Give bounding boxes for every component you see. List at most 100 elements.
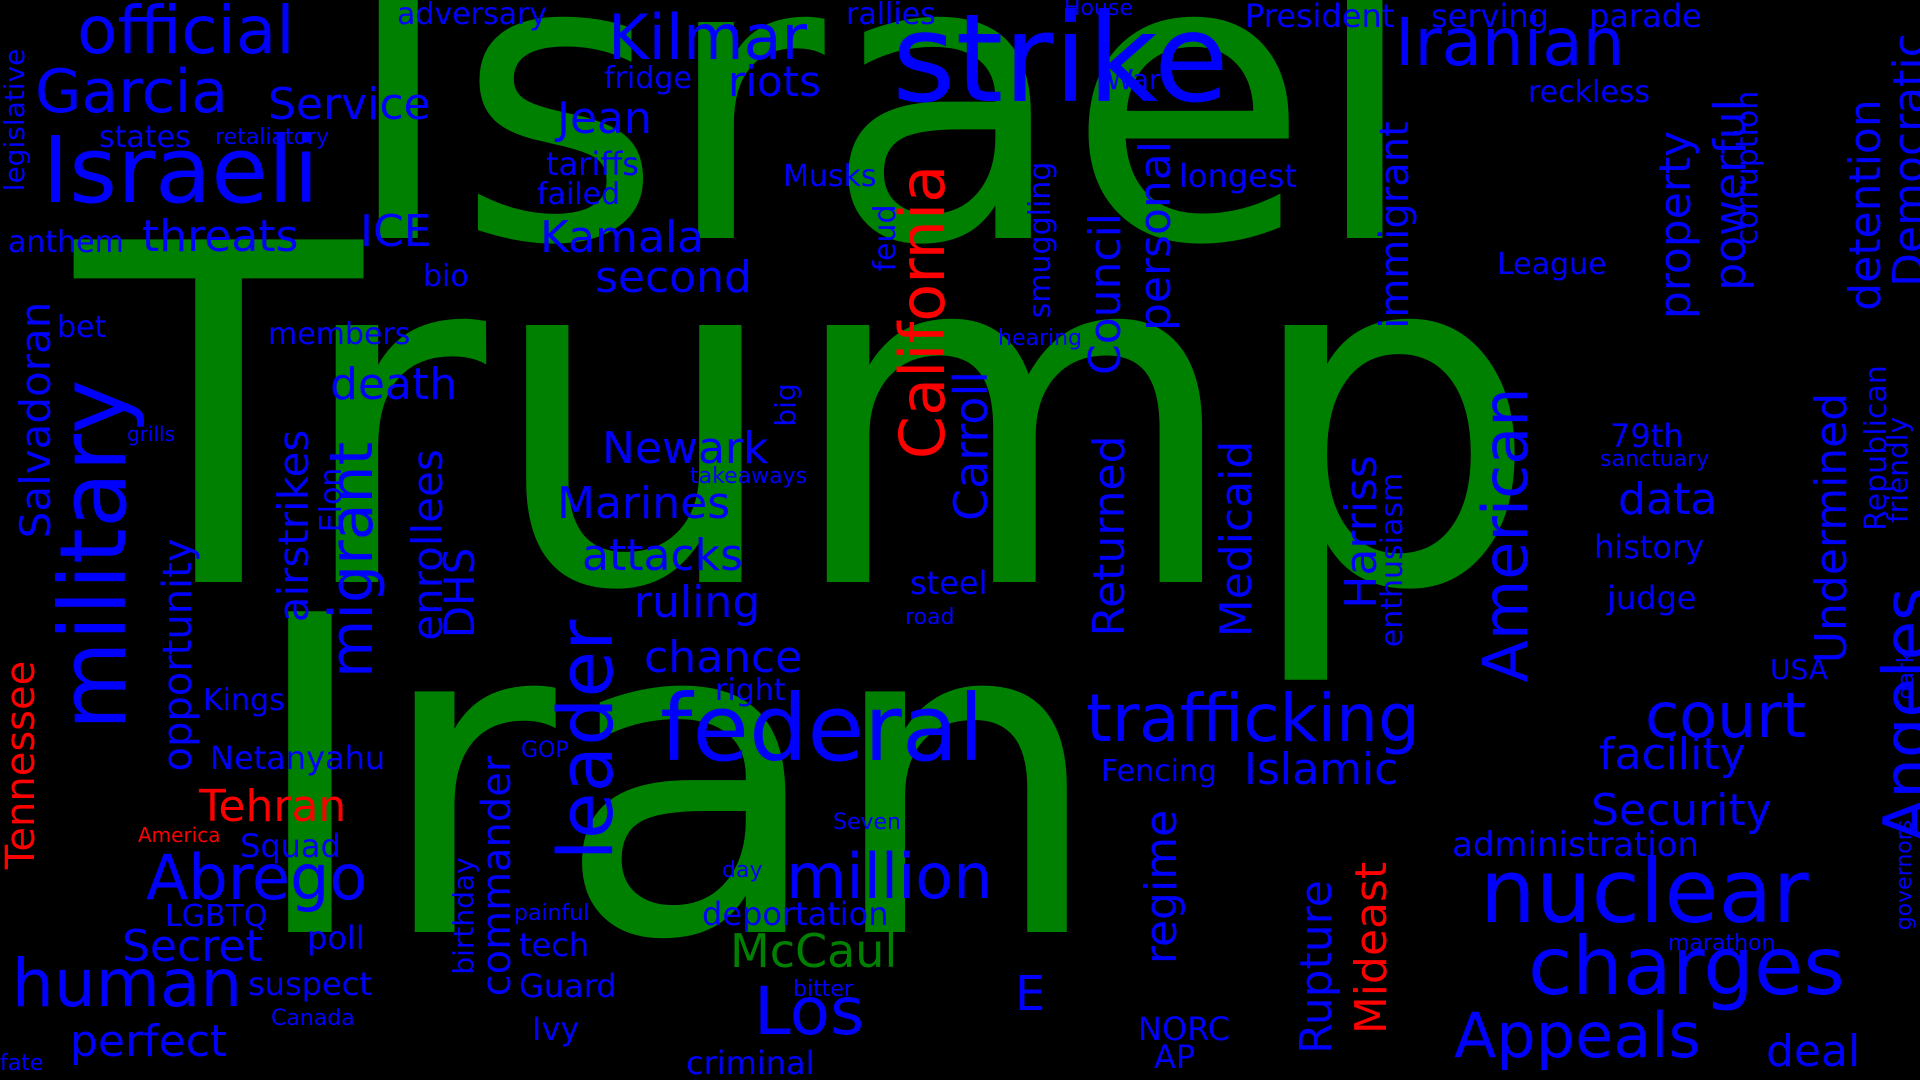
word-perfect: perfect — [70, 1016, 228, 1067]
word-dark: dark — [1894, 650, 1919, 700]
word-military: military — [40, 379, 147, 731]
word-carroll: Carroll — [944, 370, 998, 522]
word-detention: detention — [1840, 99, 1891, 311]
word-hearing: hearing — [998, 326, 1083, 351]
word-mideast: Mideast — [1346, 861, 1397, 1035]
word-netanyahu: Netanyahu — [210, 739, 386, 777]
word-suspect: suspect — [248, 965, 372, 1003]
word-airstrikes: airstrikes — [269, 429, 318, 623]
word-trafficking: trafficking — [1086, 680, 1420, 757]
word-marines: Marines — [557, 478, 731, 529]
word-tariffs: tariffs — [546, 145, 639, 183]
word-iran: Iran — [245, 524, 1105, 1036]
word-america: America — [138, 823, 221, 847]
word-tech: tech — [519, 926, 590, 964]
word-deal: deal — [1766, 1026, 1861, 1077]
word-leader: leader — [541, 619, 630, 861]
word-smuggling: smuggling — [1023, 161, 1058, 319]
word-garcia: Garcia — [35, 57, 229, 127]
word-israeli: Israeli — [42, 117, 319, 224]
word-legislative: legislative — [0, 48, 31, 192]
word-personal: personal — [1130, 140, 1181, 332]
word-regime: regime — [1136, 809, 1187, 965]
word-reckless: reckless — [1528, 75, 1651, 110]
word-lgbtq: LGBTQ — [165, 899, 268, 934]
word-retaliatory: retaliatory — [215, 125, 330, 150]
word-tehran: Tehran — [199, 781, 347, 832]
word-strike: strike — [892, 0, 1229, 130]
word-fridge: fridge — [604, 61, 692, 96]
word-states: states — [99, 120, 191, 155]
word-ruling: ruling — [634, 577, 761, 628]
word-fate: fate — [0, 1051, 44, 1076]
word-los: Los — [754, 973, 865, 1050]
word-ivy: Ivy — [532, 1010, 580, 1048]
word-charges: charges — [1528, 920, 1845, 1013]
word-fencing: Fencing — [1101, 754, 1217, 789]
word-criminal: criminal — [686, 1044, 815, 1080]
word-dhs: DHS — [435, 547, 484, 639]
word-history: history — [1594, 528, 1705, 566]
word-jean: Jean — [557, 93, 652, 144]
word-angeles: Angeles — [1871, 587, 1920, 843]
word-million: million — [786, 840, 993, 913]
word-bio: bio — [423, 259, 469, 294]
word-elon: Elon — [314, 467, 349, 533]
word-american: American — [1469, 387, 1542, 683]
word-longest: longest — [1179, 157, 1297, 195]
word-guard: Guard — [519, 967, 617, 1005]
word-squad: Squad — [240, 827, 341, 865]
word-big: big — [769, 383, 802, 427]
word-friendly: friendly — [1881, 416, 1914, 524]
word-steel: steel — [910, 564, 988, 602]
word-appeals: Appeals — [1454, 999, 1701, 1072]
word-secret: Secret — [122, 921, 263, 972]
word-governors: governors — [1892, 819, 1917, 931]
word-seven: Seven — [833, 810, 901, 835]
word-adversary: adversary — [397, 0, 548, 32]
word-norc: NORC — [1138, 1010, 1231, 1048]
word-parade: parade — [1589, 0, 1702, 35]
word-war: War — [1106, 63, 1161, 96]
word-grills: grills — [127, 422, 176, 446]
word-members: members — [268, 317, 411, 352]
word-serving: serving — [1431, 0, 1549, 35]
word-administration: administration — [1452, 825, 1699, 865]
word-right: right — [715, 673, 786, 708]
word-usa: USA — [1770, 653, 1828, 686]
word-property: property — [1650, 130, 1701, 320]
word-chance: chance — [644, 632, 803, 683]
word-bitter: bitter — [793, 977, 853, 1002]
word-ap: AP — [1154, 1038, 1196, 1076]
word-road: road — [905, 605, 955, 630]
word-nuclear: nuclear — [1480, 840, 1809, 943]
word-day: day — [722, 858, 763, 883]
word-anthem: anthem — [8, 225, 124, 260]
word-attacks: attacks — [582, 530, 744, 581]
word-kings: Kings — [203, 683, 285, 718]
word-bet: bet — [57, 310, 107, 345]
word-facility: facility — [1599, 729, 1746, 780]
word-kamala: Kamala — [540, 212, 705, 263]
word-israel: Israel — [340, 0, 1420, 332]
word-e: E — [1015, 966, 1046, 1022]
word-mccaul: McCaul — [730, 924, 898, 978]
word-feud: feud — [868, 204, 903, 272]
word-house: House — [1064, 0, 1133, 21]
word-federal: federal — [660, 675, 984, 782]
word-commander: commander — [474, 755, 520, 997]
word-sanctuary: sanctuary — [1600, 447, 1710, 472]
word-human: human — [12, 945, 243, 1022]
word-ice: ICE — [360, 206, 432, 257]
word-death: death — [330, 359, 458, 410]
word-immigrant: immigrant — [1372, 121, 1418, 329]
word-undermined: Undermined — [1806, 392, 1857, 664]
word-iranian: Iranian — [1395, 4, 1625, 81]
word-league: League — [1497, 247, 1607, 282]
word-service: Service — [268, 79, 431, 130]
word-poll: poll — [307, 919, 365, 957]
word-trump: Trump — [75, 146, 1541, 693]
word-painful: painful — [514, 901, 590, 926]
word-newark: Newark — [602, 423, 769, 474]
